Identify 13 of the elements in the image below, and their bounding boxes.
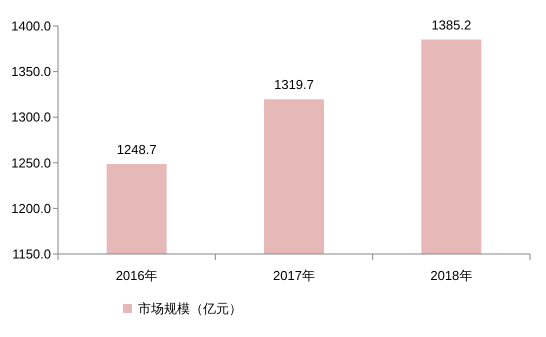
y-tick-label: 1300.0 (11, 110, 51, 125)
y-tick-label: 1150.0 (12, 246, 51, 262)
y-tick-label: 1250.0 (11, 155, 51, 170)
x-tick-label: 2018年 (430, 268, 472, 283)
data-label: 1319.7 (274, 77, 314, 92)
y-tick-label: 1400.0 (11, 18, 51, 34)
x-tick-label: 2017年 (273, 268, 315, 283)
data-label: 1248.7 (116, 142, 157, 157)
y-tick-label: 1350.0 (11, 64, 51, 80)
y-tick-label: 1200.0 (11, 200, 51, 216)
legend-label: 市场规模（亿元） (138, 301, 242, 316)
x-tick-label: 2016年 (116, 268, 158, 283)
data-label: 1385.2 (431, 18, 472, 32)
